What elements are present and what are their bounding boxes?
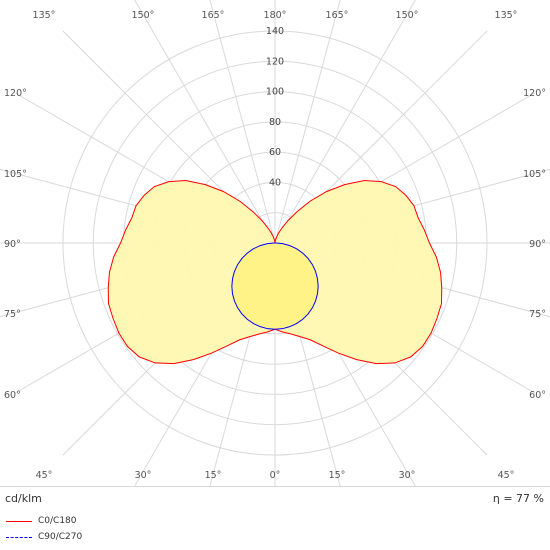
angle-label-top: 135° (33, 10, 56, 21)
efficiency-label: η = 77 % (492, 492, 544, 505)
angle-label-left: 60° (4, 390, 21, 401)
angle-label-left: 90° (4, 239, 21, 250)
radial-tick-label: 140 (266, 26, 284, 37)
angle-label-bottom: 0° (270, 470, 281, 481)
angle-label-top: 165° (202, 10, 225, 21)
series-area-1 (231, 243, 319, 330)
radial-tick-label: 100 (266, 87, 284, 98)
radial-tick-label: 40 (269, 177, 281, 188)
radial-tick-label: 80 (269, 117, 281, 128)
angle-label-top: 165° (326, 10, 349, 21)
angle-label-right: 120° (523, 88, 546, 99)
legend-label-c90-c270: C90/C270 (38, 532, 83, 542)
radial-tick-label: 120 (266, 56, 284, 67)
angle-label-bottom: 45° (36, 470, 53, 481)
angle-label-top: 150° (396, 10, 419, 21)
angle-label-left: 120° (4, 88, 27, 99)
angle-label-right: 90° (529, 239, 546, 250)
legend-swatch-c90-c270 (6, 536, 32, 538)
angle-label-bottom: 45° (498, 470, 515, 481)
angle-label-right: 75° (529, 309, 546, 320)
series-layer (107, 179, 443, 365)
angle-label-top: 180° (264, 10, 287, 21)
series-line-1 (231, 242, 319, 330)
angle-label-bottom: 15° (205, 470, 222, 481)
footer-divider (0, 486, 550, 487)
unit-label: cd/klm (5, 492, 42, 505)
legend-label-c0-c180: C0/C180 (38, 516, 77, 526)
chart-labels: 40 60 80 100 120 140 135° 150° 165° 180° 165° 150° 1… (4, 10, 546, 481)
chart-footer: cd/klm η = 77 % C0/C180 C90/C270 (0, 486, 550, 550)
angle-label-left: 75° (4, 309, 21, 320)
polar-chart: 40 60 80 100 120 140 135° 150° 165° 180° 165° 150° 1… (0, 0, 550, 486)
angle-label-bottom: 30° (399, 470, 416, 481)
angle-label-right: 105° (523, 169, 546, 180)
radial-tick-label: 60 (269, 147, 281, 158)
legend-item-c90-c270: C90/C270 (6, 531, 82, 543)
angle-label-right: 60° (529, 390, 546, 401)
angle-label-bottom: 15° (329, 470, 346, 481)
angle-label-left: 105° (4, 169, 27, 180)
angle-label-top: 150° (132, 10, 155, 21)
legend-swatch-c0-c180 (6, 520, 32, 522)
angle-label-top: 135° (495, 10, 518, 21)
legend-item-c0-c180: C0/C180 (6, 515, 77, 527)
angle-label-bottom: 30° (135, 470, 152, 481)
